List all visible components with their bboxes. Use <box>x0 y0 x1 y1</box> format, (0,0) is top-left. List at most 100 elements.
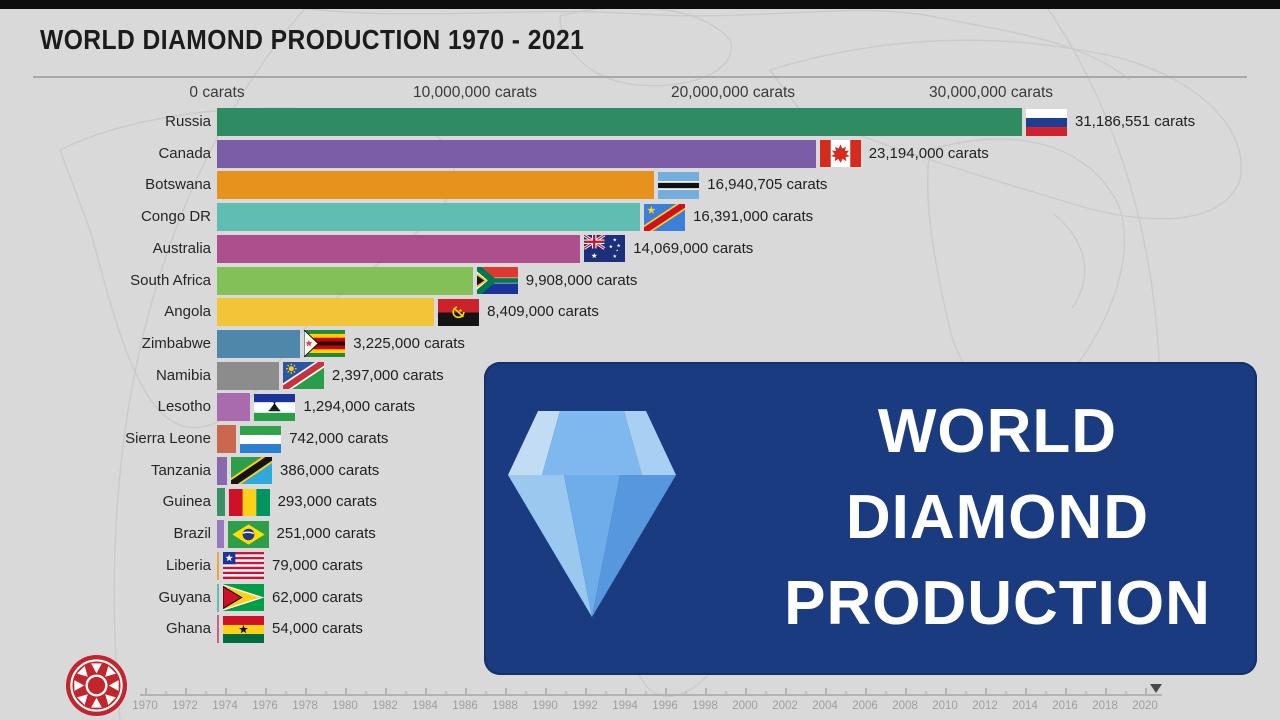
timeline-tick-1979 <box>325 691 327 695</box>
value-label-australia: 14,069,000 carats <box>633 239 754 257</box>
country-label-ghana: Ghana <box>165 620 211 638</box>
x-axis-tick-10m: 10,000,000 carats <box>412 84 538 101</box>
country-label-botswana: Botswana <box>145 176 211 194</box>
bar-congo-dr <box>217 203 641 232</box>
timeline-year-1992: 1992 <box>572 700 598 712</box>
timeline-tick-2020 <box>1145 688 1147 695</box>
flag-lesotho-icon <box>254 393 296 421</box>
timeline-year-1972: 1972 <box>172 700 198 712</box>
bar-row-tanzania: Tanzania 386,000 carats <box>0 456 1280 485</box>
bar-sierra-leone <box>217 425 237 453</box>
timeline-year-1988: 1988 <box>492 700 518 712</box>
value-label-zimbabwe: 3,225,000 carats <box>353 334 465 352</box>
timeline-tick-1972 <box>185 688 187 695</box>
timeline-year-1990: 1990 <box>532 700 558 712</box>
timeline-tick-1996 <box>665 688 667 695</box>
timeline-tick-1980 <box>345 688 347 695</box>
bar-row-canada: Canada 23,194,000 carats <box>0 139 1280 168</box>
timeline-tick-1978 <box>305 688 307 695</box>
timeline-tick-1976 <box>265 688 267 695</box>
title-overlay-card: WORLD DIAMOND PRODUCTION <box>484 362 1257 675</box>
timeline-tick-1984 <box>425 688 427 695</box>
flag-south-africa-icon <box>476 267 518 294</box>
bar-row-sierra-leone: Sierra Leone 742,000 carats <box>0 425 1280 453</box>
bar-row-australia: Australia 14,069,000 carats <box>0 234 1280 263</box>
value-label-south-africa: 9,908,000 carats <box>525 271 638 289</box>
timeline-tick-1974 <box>225 688 227 695</box>
country-label-angola: Angola <box>164 303 211 321</box>
timeline-tick-1989 <box>525 691 527 695</box>
country-label-guyana: Guyana <box>158 588 211 606</box>
timeline-year-1994: 1994 <box>612 700 638 712</box>
country-label-zimbabwe: Zimbabwe <box>141 334 211 352</box>
timeline-tick-1983 <box>405 691 407 695</box>
country-label-tanzania: Tanzania <box>150 461 211 479</box>
timeline-tick-2002 <box>785 688 787 695</box>
timeline-tick-2014 <box>1025 688 1027 695</box>
timeline-year-2006: 2006 <box>852 700 878 712</box>
bar-row-congo-dr: Congo DR 16,391,000 carats <box>0 203 1280 232</box>
timeline-tick-2012 <box>985 688 987 695</box>
timeline-year-2014: 2014 <box>1012 700 1038 712</box>
country-label-canada: Canada <box>158 144 211 162</box>
country-label-guinea: Guinea <box>162 493 211 511</box>
country-label-russia: Russia <box>165 113 211 130</box>
timeline-year-1970: 1970 <box>132 700 158 712</box>
timeline-tick-2019 <box>1125 691 1127 695</box>
x-axis-tick-20m: 20,000,000 carats <box>670 84 796 101</box>
value-label-ghana: 54,000 carats <box>272 620 363 638</box>
bar-row-guyana: Guyana 62,000 carats <box>0 583 1280 612</box>
timeline-tick-2007 <box>885 691 887 695</box>
timeline-year-1974: 1974 <box>212 700 238 712</box>
bar-row-russia: Russia 31,186,551 carats <box>0 108 1280 136</box>
flag-guinea-icon <box>228 488 270 516</box>
flag-canada-icon <box>819 140 861 168</box>
bar-row-ghana: Ghana 54,000 carats <box>0 615 1280 644</box>
timeline-tick-2009 <box>925 691 927 695</box>
bar-namibia <box>217 361 279 390</box>
timeline-tick-1995 <box>645 691 647 695</box>
value-label-brazil: 251,000 carats <box>276 525 376 543</box>
bar-angola <box>217 298 435 327</box>
country-label-brazil: Brazil <box>173 525 211 543</box>
timeline-tick-1987 <box>485 691 487 695</box>
timeline-tick-1977 <box>285 691 287 695</box>
bar-row-angola: Angola 8,409,000 carats <box>0 298 1280 327</box>
timeline-tick-2000 <box>745 688 747 695</box>
x-axis-tick-30m: 30,000,000 carats <box>928 84 1054 101</box>
timeline-year-2016: 2016 <box>1052 700 1078 712</box>
timeline-tick-2001 <box>765 691 767 695</box>
timeline-year-2008: 2008 <box>892 700 918 712</box>
bar-row-guinea: Guinea 293,000 carats <box>0 488 1280 517</box>
bar-row-south-africa: South Africa 9,908,000 carats <box>0 266 1280 295</box>
value-label-russia: 31,186,551 carats <box>1075 113 1196 130</box>
flag-brazil-icon <box>227 520 269 548</box>
flag-ghana-icon <box>223 615 264 643</box>
timeline-tick-2010 <box>945 688 947 695</box>
overlay-title-line-3: PRODUCTION <box>784 569 1211 638</box>
value-label-lesotho: 1,294,000 carats <box>303 398 416 416</box>
value-label-namibia: 2,397,000 carats <box>331 366 444 384</box>
value-label-angola: 8,409,000 carats <box>487 303 599 321</box>
timeline-tick-1991 <box>565 691 567 695</box>
flag-sierra-leone-icon <box>240 425 282 453</box>
timeline-tick-1986 <box>465 688 467 695</box>
timeline-tick-2004 <box>825 688 827 695</box>
flag-russia-icon <box>1026 108 1067 136</box>
timeline-position-marker <box>1150 684 1162 693</box>
value-label-botswana: 16,940,705 carats <box>707 176 828 194</box>
title-divider <box>33 76 1247 78</box>
bar-row-botswana: Botswana 16,940,705 carats <box>0 171 1280 200</box>
timeline-tick-1973 <box>205 691 207 695</box>
bar-south-africa <box>217 266 473 295</box>
timeline-tick-2006 <box>865 688 867 695</box>
timeline-tick-2015 <box>1045 691 1047 695</box>
country-label-lesotho: Lesotho <box>157 398 211 416</box>
channel-logo <box>65 654 128 717</box>
flag-botswana-icon <box>658 171 700 199</box>
value-label-canada: 23,194,000 carats <box>868 144 989 162</box>
timeline-tick-1997 <box>685 691 687 695</box>
timeline-tick-2013 <box>1005 691 1007 695</box>
bar-liberia <box>217 551 219 580</box>
timeline-tick-2017 <box>1085 691 1087 695</box>
